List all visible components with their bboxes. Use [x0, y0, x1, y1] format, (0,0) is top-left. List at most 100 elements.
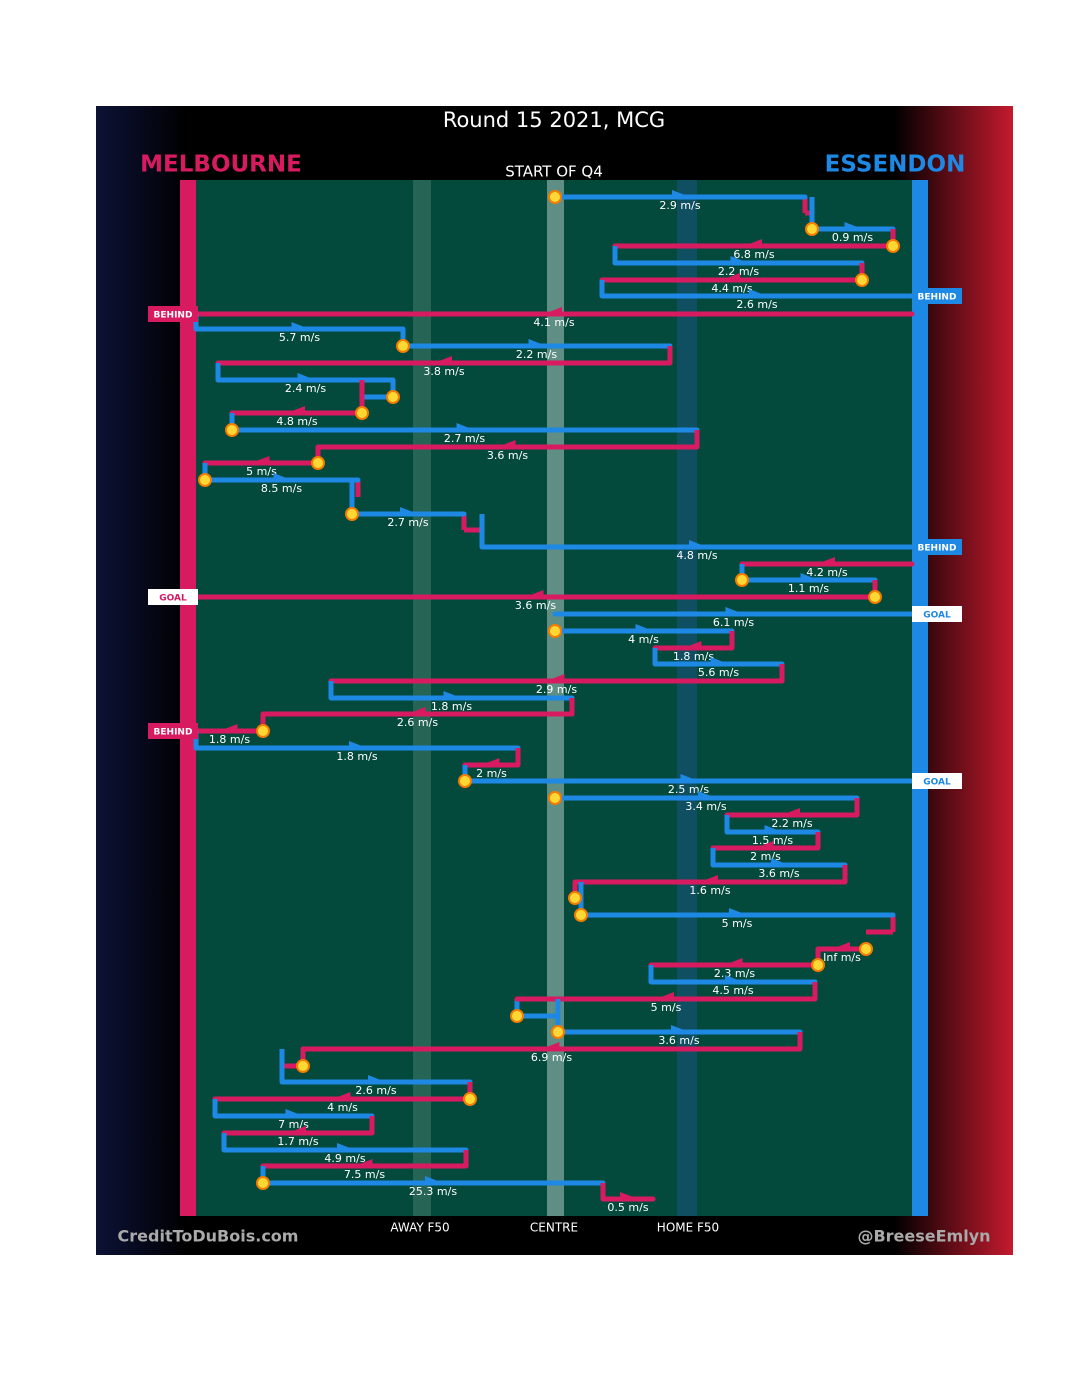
arrow [297, 373, 316, 381]
speed-label: 25.3 m/s [409, 1185, 457, 1198]
score-tag-label: BEHIND [154, 728, 193, 738]
arrow [528, 339, 547, 347]
arrow [337, 1143, 355, 1151]
speed-label: 4.8 m/s [276, 415, 317, 428]
speed-label: 2.6 m/s [397, 716, 438, 729]
arrow [800, 573, 819, 581]
arrow [368, 1075, 386, 1083]
possession-marker [735, 573, 749, 587]
speed-label: 4.5 m/s [712, 984, 753, 997]
speed-label: 2.9 m/s [659, 199, 700, 212]
speed-label: 2.4 m/s [285, 382, 326, 395]
speed-label: 3.6 m/s [515, 599, 556, 612]
possession-marker [551, 1025, 565, 1039]
speed-label: 0.5 m/s [607, 1201, 648, 1214]
arrow [635, 624, 654, 632]
credit: CreditToDuBois.com [118, 1227, 299, 1246]
speed-label: 2.7 m/s [444, 432, 485, 445]
possession-marker [296, 1059, 310, 1073]
speed-label: 5 m/s [651, 1001, 682, 1014]
speed-label: 4.1 m/s [533, 316, 574, 329]
possession-marker [311, 456, 325, 470]
arrow [425, 1176, 443, 1184]
speed-label: 4.8 m/s [676, 549, 717, 562]
speed-label: 2.2 m/s [771, 817, 812, 830]
speed-label: 6.1 m/s [713, 616, 754, 629]
arrow [744, 239, 762, 247]
speed-label: Inf m/s [823, 951, 861, 964]
arrow [730, 256, 749, 264]
speed-label: 1.6 m/s [689, 884, 730, 897]
score-tag-label: GOAL [923, 611, 951, 621]
speed-label: 5.6 m/s [698, 666, 739, 679]
speed-label: 3.6 m/s [758, 867, 799, 880]
title: Round 15 2021, MCG [443, 108, 665, 132]
away-team: ESSENDON [825, 152, 966, 178]
possession-marker [855, 273, 869, 287]
score-tag [912, 288, 962, 304]
speed-label: 3.8 m/s [423, 365, 464, 378]
possession-marker [355, 406, 369, 420]
arrow [546, 674, 565, 682]
possession-marker [256, 724, 270, 738]
score-tag [148, 723, 198, 739]
arrow [541, 1042, 560, 1050]
arrow [354, 1159, 373, 1167]
speed-label: 2.9 m/s [536, 683, 577, 696]
speed-label: 2.6 m/s [736, 298, 777, 311]
possession-marker [256, 1176, 270, 1190]
arrow [525, 590, 544, 598]
speed-label: 4 m/s [327, 1101, 358, 1114]
speed-label: 5 m/s [722, 917, 753, 930]
arrow [287, 406, 305, 414]
arrow [683, 641, 702, 649]
score-tag [912, 539, 962, 555]
score-tag-label: GOAL [923, 778, 951, 788]
speed-label: 8.5 m/s [261, 482, 302, 495]
possession-marker [568, 891, 582, 905]
arrow [434, 356, 452, 364]
arrow [251, 456, 270, 464]
period: START OF Q4 [505, 163, 603, 181]
speed-label: 2.2 m/s [718, 265, 759, 278]
score-tag [912, 773, 962, 789]
arrow [456, 423, 475, 431]
speed-label: 1.1 m/s [788, 582, 829, 595]
arrow [407, 707, 426, 715]
speed-label: 5.7 m/s [279, 331, 320, 344]
possession-marker [463, 1092, 477, 1106]
speed-label: 2.3 m/s [714, 967, 755, 980]
speed-label: 1.8 m/s [336, 750, 377, 763]
speed-label: 1.8 m/s [673, 650, 714, 663]
arrow [749, 289, 767, 297]
zone-label: CENTRE [530, 1221, 578, 1235]
arrow [771, 858, 789, 866]
melbourne-goal-line [180, 180, 196, 1216]
tracks: 2.9 m/s 0.9 m/s 6.8 m/s 2.2 m/s 4.4 m/s 2.6 m… [148, 190, 962, 1214]
possession-marker [510, 1009, 524, 1023]
arrow [755, 841, 774, 849]
possession-marker [458, 774, 472, 788]
arrow [544, 307, 562, 315]
arrow [724, 958, 743, 966]
arrow [680, 774, 699, 782]
zone-label: HOME F50 [657, 1221, 719, 1235]
speed-label: 3.4 m/s [685, 800, 726, 813]
speed-label: 4.2 m/s [806, 566, 847, 579]
arrow [782, 808, 800, 816]
speed-label: 6.8 m/s [733, 248, 774, 261]
speed-label: 1.5 m/s [752, 834, 793, 847]
possession-marker [859, 942, 873, 956]
speed-label: 1.7 m/s [277, 1135, 318, 1148]
score-tag [148, 306, 198, 322]
possession-marker [548, 190, 562, 204]
arrow [273, 473, 292, 481]
score-tag [148, 589, 198, 605]
possession-marker [574, 908, 588, 922]
arrow [700, 875, 718, 883]
possession-marker [396, 339, 410, 353]
possession-marker [345, 507, 359, 521]
zone-label: AWAY F50 [390, 1221, 449, 1235]
